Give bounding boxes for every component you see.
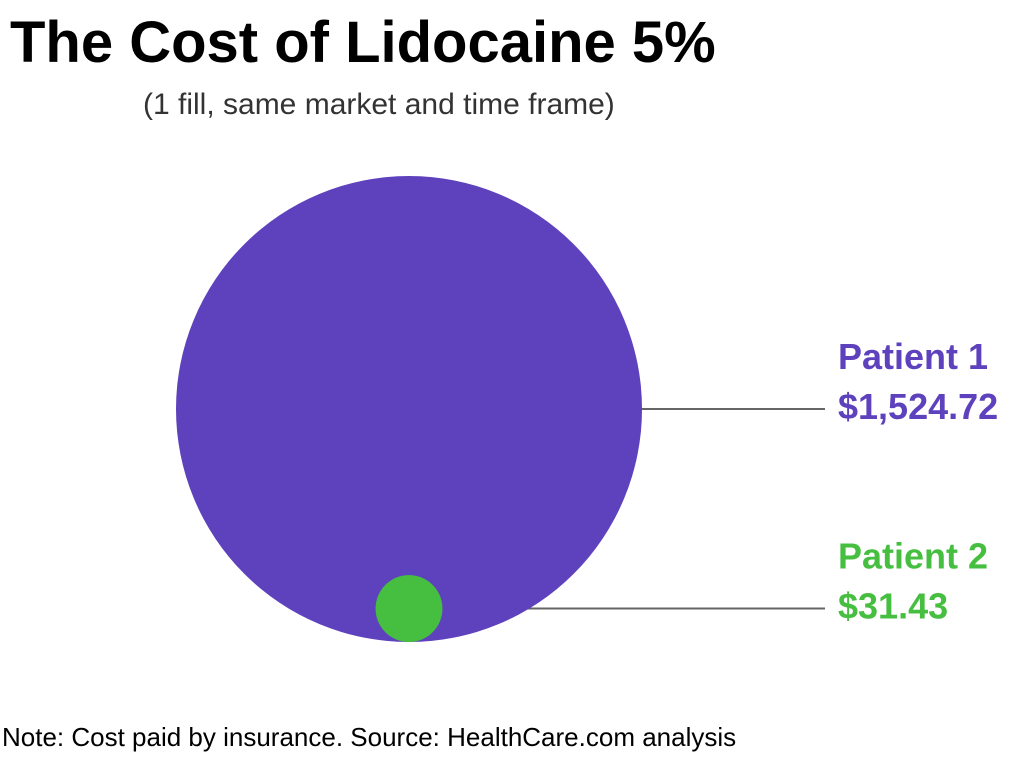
chart-note: Note: Cost paid by insurance. Source: He…	[2, 722, 736, 752]
label-value: $1,524.72	[838, 386, 998, 427]
bubble	[176, 176, 642, 642]
chart-subtitle: (1 fill, same market and time frame)	[143, 88, 615, 121]
label-value: $31.43	[838, 586, 948, 627]
label-name: Patient 2	[838, 536, 988, 577]
label-name: Patient 1	[838, 336, 988, 377]
bubble	[375, 575, 443, 643]
chart-title: The Cost of Lidocaine 5%	[10, 10, 716, 75]
